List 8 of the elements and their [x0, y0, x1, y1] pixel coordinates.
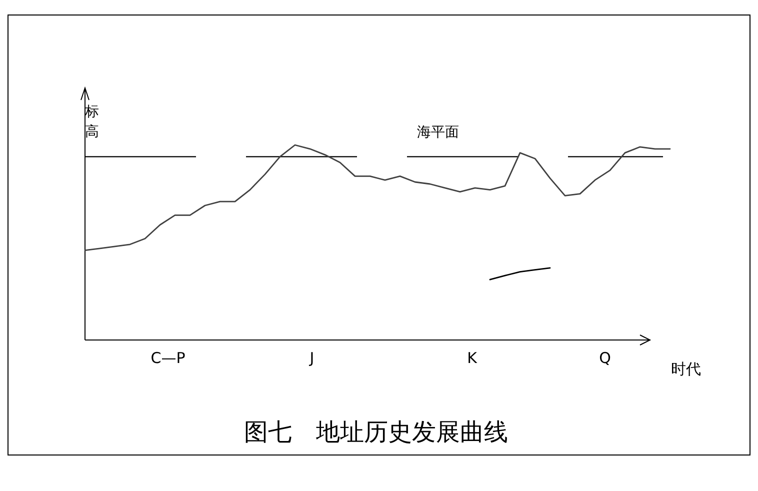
text: C—P: [150, 349, 186, 367]
text: J: [308, 349, 314, 367]
ref-line-label: 海平面: [417, 124, 459, 141]
x-axis-title: 时代: [671, 360, 701, 378]
text: 图七 地址历史发展曲线: [244, 420, 508, 446]
y-axis-title: 标高: [84, 104, 99, 140]
text: K: [467, 349, 478, 367]
text: Q: [599, 349, 611, 367]
